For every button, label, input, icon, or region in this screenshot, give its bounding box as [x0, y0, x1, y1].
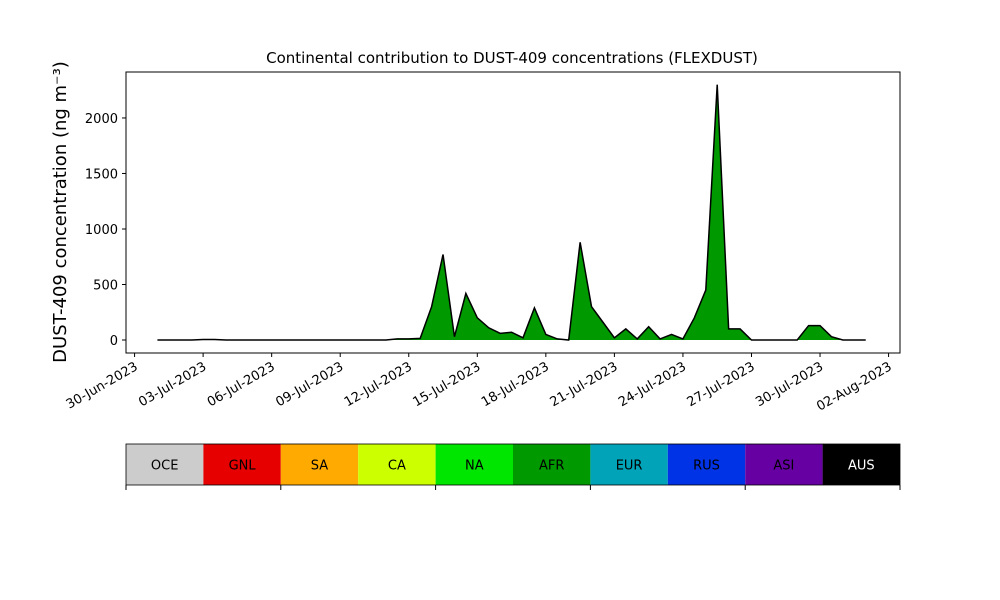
- x-tick-label: 03-Jul-2023: [136, 359, 209, 410]
- legend-swatch: [203, 444, 281, 485]
- legend-swatch: [280, 444, 359, 485]
- legend-label: CA: [388, 459, 406, 474]
- y-tick-label: 1500: [85, 167, 118, 182]
- legend-swatch: [745, 444, 823, 485]
- plot-frame: [125, 71, 901, 354]
- x-tick-label: 27-Jul-2023: [685, 359, 758, 410]
- y-tick-label: 1000: [85, 223, 118, 238]
- area-outline: [157, 84, 866, 341]
- x-tick-label: 06-Jul-2023: [205, 359, 278, 410]
- legend-swatch: [822, 444, 900, 485]
- x-tick-label: 15-Jul-2023: [410, 359, 483, 410]
- legend-label: NA: [465, 459, 484, 474]
- legend-label: EUR: [616, 459, 643, 474]
- x-tick-label: 24-Jul-2023: [616, 359, 689, 410]
- legend-label: RUS: [693, 459, 720, 474]
- y-tick-label: 0: [110, 334, 118, 349]
- x-tick-label: 21-Jul-2023: [548, 359, 621, 410]
- chart-title: Continental contribution to DUST-409 con…: [266, 49, 758, 67]
- x-tick-label: 18-Jul-2023: [479, 359, 552, 410]
- x-tick-label: 09-Jul-2023: [273, 359, 346, 410]
- x-tick-label: 02-Aug-2023: [814, 359, 894, 414]
- legend-swatch: [513, 444, 591, 485]
- y-tick-label: 500: [93, 278, 118, 293]
- legend-label: GNL: [229, 459, 257, 474]
- legend-label: AFR: [539, 459, 564, 474]
- legend-frame: [125, 443, 901, 486]
- legend-label: ASI: [773, 459, 794, 474]
- x-tick-label: 12-Jul-2023: [342, 359, 415, 410]
- x-tick-label: 30-Jun-2023: [64, 359, 141, 412]
- legend-swatch: [126, 444, 204, 485]
- legend-label: AUS: [848, 459, 875, 474]
- legend-label: OCE: [151, 459, 179, 474]
- legend-swatch: [435, 444, 513, 485]
- y-axis-label: DUST-409 concentration (ng m⁻³): [50, 61, 71, 363]
- y-tick-label: 2000: [85, 112, 118, 127]
- legend-swatch: [590, 444, 668, 485]
- area: [157, 84, 866, 341]
- legend-swatch: [358, 444, 436, 485]
- legend-label: SA: [311, 459, 328, 474]
- legend-swatch: [667, 444, 746, 485]
